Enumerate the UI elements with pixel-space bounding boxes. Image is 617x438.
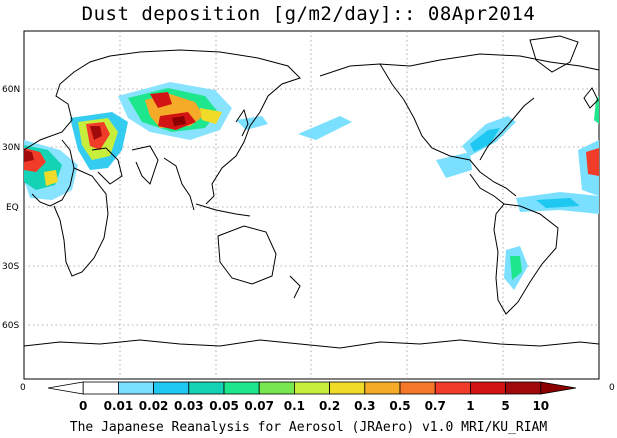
colorbar-swatch [47, 381, 84, 395]
colorbar-swatch [223, 381, 260, 395]
coastlines [23, 35, 600, 349]
colorbar-label: 1 [466, 399, 474, 413]
footer-credit: The Japanese Reanalysis for Aerosol (JRA… [69, 420, 548, 435]
edge-label-left: 0 [20, 383, 26, 393]
colorbar-label: 0.5 [389, 399, 410, 413]
lat-label: EQ [6, 203, 19, 213]
colorbar-label: 0.2 [319, 399, 340, 413]
south-america-coast [493, 203, 559, 315]
colorbar: 0 0.01 0.02 0.03 0.05 0.07 0.1 0.2 0.3 0.5 0.7 1 5 10 [47, 381, 577, 413]
colorbar-swatch [505, 381, 542, 395]
colorbar-label: 0.3 [354, 399, 375, 413]
australia-coast [217, 225, 277, 285]
lat-label: 30N [2, 143, 20, 153]
colorbar-label: 10 [532, 399, 549, 413]
colorbar-label: 0.02 [139, 399, 169, 413]
colorbar-swatch [118, 381, 155, 395]
colorbar-swatch [469, 381, 506, 395]
colorbar-label: 0.1 [284, 399, 305, 413]
colorbar-label: 0.7 [425, 399, 446, 413]
lat-label: 30S [2, 262, 19, 272]
colorbar-swatch [153, 381, 190, 395]
colorbar-swatch [329, 381, 366, 395]
colorbar-label: 0.03 [174, 399, 204, 413]
antarctica-coast [23, 339, 600, 349]
lat-label: 60S [2, 321, 19, 331]
colorbar-swatch [434, 381, 471, 395]
colorbar-swatch [540, 381, 577, 395]
colorbar-label: 0.01 [104, 399, 134, 413]
colorbar-swatch [293, 381, 330, 395]
colorbar-label: 5 [501, 399, 509, 413]
colorbar-swatch [82, 381, 119, 395]
lat-label: 60N [2, 85, 20, 95]
colorbar-label: 0 [79, 399, 87, 413]
colorbar-swatch [399, 381, 436, 395]
edge-label-right: 0 [609, 383, 615, 393]
colorbar-swatch [188, 381, 225, 395]
colorbar-swatch [258, 381, 295, 395]
colorbar-swatch [364, 381, 401, 395]
colorbar-label: 0.05 [209, 399, 239, 413]
map-title: Dust deposition [g/m2/day]:: 08Apr2014 [81, 3, 536, 25]
colorbar-label: 0.07 [244, 399, 274, 413]
lat-labels: 60N 30N EQ 30S 60S [2, 85, 20, 331]
